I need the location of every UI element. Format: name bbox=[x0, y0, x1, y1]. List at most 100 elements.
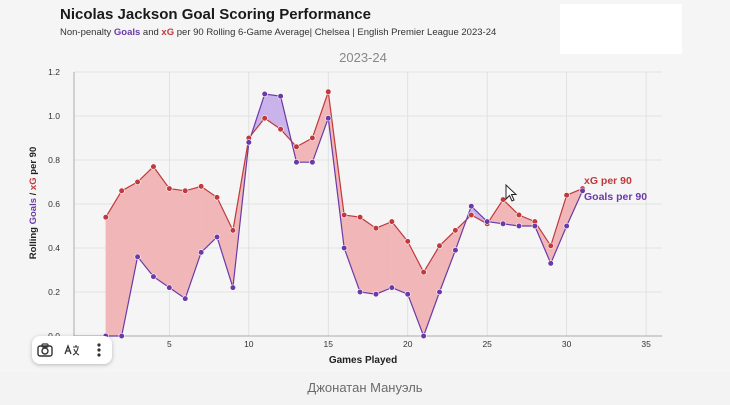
goals-data-point bbox=[261, 90, 268, 98]
goals-data-point bbox=[404, 291, 411, 298]
fill-region bbox=[391, 221, 408, 295]
xg-data-point bbox=[166, 185, 173, 192]
xg-data-point bbox=[452, 227, 459, 234]
goals-data-point bbox=[436, 288, 443, 296]
fill-region bbox=[550, 195, 567, 264]
x-tick-label: 5 bbox=[167, 339, 172, 349]
xg-data-point bbox=[468, 211, 475, 219]
goals-data-point bbox=[229, 284, 237, 291]
goals-data-point bbox=[118, 332, 125, 340]
x-tick-label: 15 bbox=[324, 339, 334, 349]
y-tick-label: 0.4 bbox=[48, 243, 60, 253]
goals-data-point bbox=[293, 159, 300, 166]
goals-data-point bbox=[245, 139, 252, 146]
x-tick-label: 10 bbox=[244, 339, 254, 349]
goals-data-point bbox=[499, 220, 507, 227]
translate-button[interactable] bbox=[61, 339, 83, 361]
xg-data-point bbox=[229, 227, 237, 234]
goals-data-point bbox=[388, 284, 395, 291]
ylabel-xg: xG bbox=[28, 177, 39, 190]
y-tick-label: 0.2 bbox=[48, 287, 60, 297]
xg-data-point bbox=[309, 134, 316, 142]
xg-data-point bbox=[213, 194, 221, 201]
x-tick-label: 25 bbox=[482, 339, 492, 349]
goals-data-point bbox=[182, 295, 189, 302]
chart-title: Nicolas Jackson Goal Scoring Performance bbox=[60, 6, 371, 23]
xg-data-point bbox=[563, 192, 570, 199]
goals-data-point bbox=[484, 218, 491, 225]
subtitle-xg: xG bbox=[161, 27, 175, 38]
fill-region bbox=[169, 188, 186, 299]
chart-subtitle: Non-penalty Goals and xG per 90 Rolling … bbox=[60, 27, 496, 38]
translate-icon bbox=[64, 344, 80, 356]
ylabel-goals: Goals bbox=[28, 198, 39, 224]
xg-data-point bbox=[372, 225, 380, 232]
fill-region bbox=[439, 230, 456, 293]
goals-data-point bbox=[579, 187, 586, 194]
xg-data-point bbox=[118, 187, 125, 194]
xg-data-point bbox=[182, 187, 189, 194]
xg-data-point bbox=[134, 178, 141, 186]
blank-panel bbox=[560, 4, 682, 54]
more-options-button[interactable] bbox=[88, 339, 110, 361]
xg-data-point bbox=[293, 143, 300, 150]
goals-data-point bbox=[166, 284, 173, 291]
chart-season-label: 2023-24 bbox=[339, 50, 387, 65]
fill-region bbox=[312, 91, 329, 163]
xg-data-point bbox=[341, 211, 348, 219]
chart-card: Nicolas Jackson Goal Scoring Performance… bbox=[28, 4, 682, 366]
xg-data-point bbox=[198, 183, 205, 190]
xg-data-point bbox=[547, 242, 554, 249]
goals-data-point bbox=[341, 244, 348, 252]
goals-data-point bbox=[309, 159, 316, 166]
y-tick-label: 0.6 bbox=[48, 199, 60, 209]
x-tick-label: 30 bbox=[562, 339, 572, 349]
goals-data-point bbox=[468, 203, 475, 210]
goals-data-point bbox=[198, 249, 205, 256]
xg-data-point bbox=[499, 196, 507, 203]
goals-data-point bbox=[531, 222, 538, 230]
subtitle-pre: Non-penalty bbox=[60, 27, 114, 38]
xg-data-point bbox=[102, 214, 109, 221]
goals-data-point bbox=[134, 253, 141, 260]
camera-icon bbox=[37, 343, 54, 357]
y-axis-label: Rolling Goals / xG per 90 bbox=[28, 147, 39, 259]
x-tick-label: 20 bbox=[403, 339, 413, 349]
goals-data-point bbox=[563, 222, 570, 230]
ylabel-mid: / bbox=[28, 190, 39, 198]
goals-data-point bbox=[547, 260, 554, 267]
x-tick-label: 35 bbox=[641, 339, 651, 349]
ylabel-pre: Rolling bbox=[28, 224, 39, 259]
x-axis-label: Games Played bbox=[329, 355, 397, 366]
goals-data-point bbox=[150, 273, 157, 280]
xg-data-point bbox=[515, 211, 523, 219]
xg-data-point bbox=[356, 214, 364, 221]
xg-data-point bbox=[388, 218, 395, 225]
xg-data-point bbox=[277, 126, 284, 133]
author-caption: Джонатан Мануэль bbox=[307, 380, 423, 395]
y-tick-label: 1.0 bbox=[48, 111, 60, 121]
fill-region bbox=[216, 197, 234, 288]
fill-region bbox=[121, 181, 138, 337]
camera-button[interactable] bbox=[34, 339, 56, 361]
xg-data-point bbox=[404, 238, 411, 245]
xg-data-point bbox=[150, 163, 157, 170]
goals-data-point bbox=[372, 291, 380, 298]
y-tick-label: 0.8 bbox=[48, 155, 60, 165]
goals-data-point bbox=[325, 115, 332, 122]
mouse-cursor-icon bbox=[505, 183, 518, 202]
xg-data-point bbox=[325, 88, 332, 95]
image-toolbar bbox=[32, 336, 112, 364]
legend-goals: Goals per 90 bbox=[584, 191, 647, 203]
subtitle-post: per 90 Rolling 6-Game Average| Chelsea |… bbox=[174, 27, 497, 38]
more-vertical-icon bbox=[97, 343, 101, 357]
chart-svg: 2023-24 51015202530350.00.20.40.60.81.01… bbox=[28, 50, 662, 366]
goals-data-point bbox=[420, 332, 427, 340]
fill-region bbox=[296, 137, 313, 163]
goals-data-point bbox=[452, 247, 459, 254]
legend-xg: xG per 90 bbox=[584, 175, 632, 187]
subtitle-goals: Goals bbox=[113, 27, 141, 38]
subtitle-and: and bbox=[140, 27, 162, 38]
ylabel-post: per 90 bbox=[28, 147, 39, 178]
y-tick-label: 1.2 bbox=[48, 67, 60, 77]
